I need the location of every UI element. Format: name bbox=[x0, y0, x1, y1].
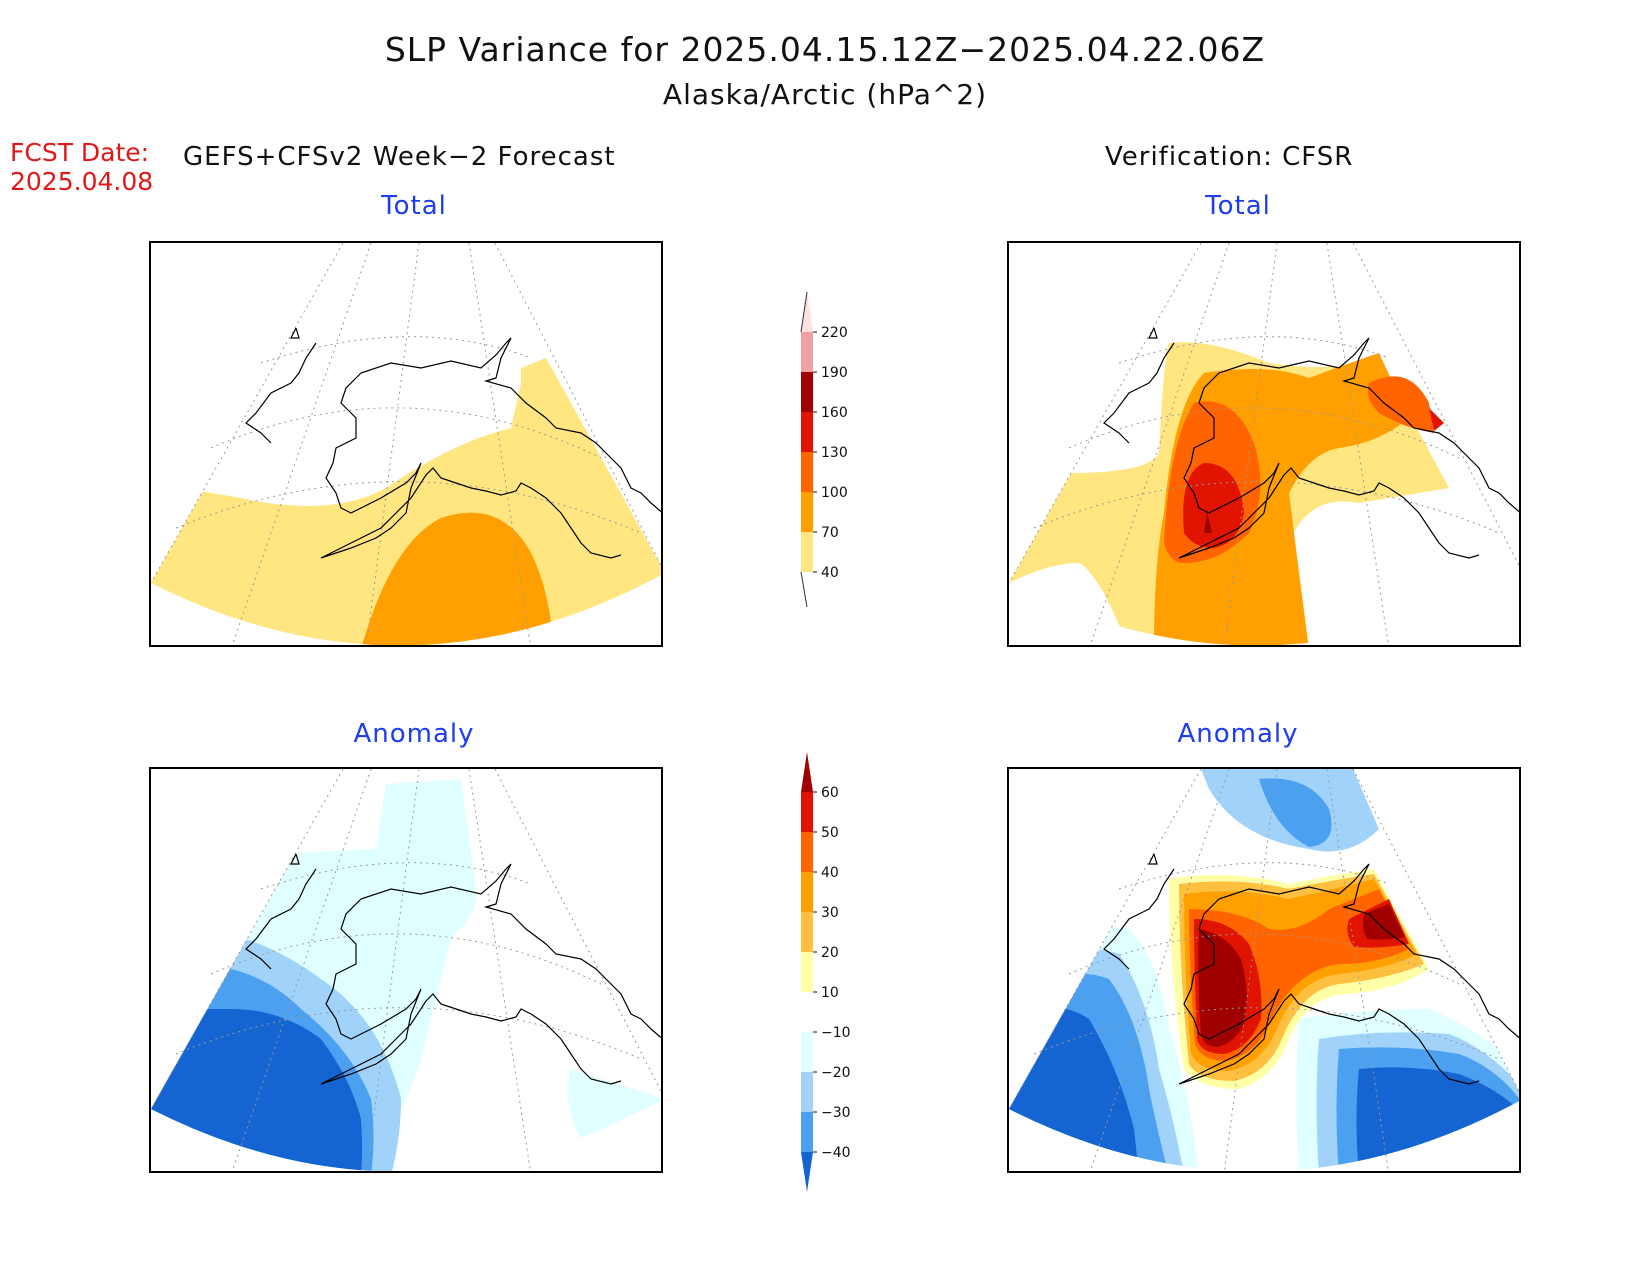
colorbar-total-outline bbox=[800, 291, 808, 608]
colorbar-total-label: 70 bbox=[821, 525, 839, 541]
colorbar-anomaly-label: 30 bbox=[821, 905, 839, 921]
contour-fill bbox=[151, 779, 661, 1171]
map-panel-forecast-anomaly bbox=[149, 767, 663, 1173]
colorbar-anomaly-label: −20 bbox=[821, 1065, 851, 1081]
contour-fill bbox=[1009, 769, 1519, 1171]
colorbar-total-bin bbox=[801, 332, 813, 372]
colorbar-anomaly-label: 40 bbox=[821, 865, 839, 881]
map-panel-verification-anomaly bbox=[1007, 767, 1521, 1173]
colorbar-total-bin bbox=[801, 452, 813, 492]
colorbar-anomaly-label: −30 bbox=[821, 1105, 851, 1121]
colorbar-anomaly-bin bbox=[801, 1112, 813, 1152]
contour-fill bbox=[1009, 342, 1449, 645]
coastline bbox=[245, 853, 661, 1085]
fcst-date-label: FCST Date: bbox=[10, 138, 150, 167]
coastline bbox=[1103, 327, 1519, 559]
colorbar-anomaly-bin bbox=[801, 912, 813, 952]
colorbar-total-label: 100 bbox=[821, 485, 848, 501]
verification-column-header: Verification: CFSR bbox=[1105, 142, 1354, 172]
colorbar-total-bin bbox=[801, 412, 813, 452]
colorbar-anomaly-label: 60 bbox=[821, 785, 839, 801]
main-subtitle: Alaska/Arctic (hPa^2) bbox=[662, 78, 988, 111]
colorbar-total-bin bbox=[801, 492, 813, 532]
colorbar-total-bin bbox=[801, 532, 813, 572]
colorbar-total: 40 70 100 130 160 190 220 bbox=[795, 282, 885, 616]
graticule bbox=[151, 243, 661, 645]
colorbar-anomaly-bin bbox=[801, 992, 813, 1032]
colorbar-anomaly-label: 20 bbox=[821, 945, 839, 961]
colorbar-total-label: 190 bbox=[821, 365, 848, 381]
colorbar-anomaly: 60 50 40 30 20 10 −10 −20 −30 −40 bbox=[795, 752, 885, 1206]
panel-title-verif-total: Total bbox=[1205, 191, 1271, 221]
colorbar-total-bin bbox=[801, 372, 813, 412]
map-panel-verification-total bbox=[1007, 241, 1521, 647]
colorbar-anomaly-bin bbox=[801, 832, 813, 872]
graticule bbox=[1009, 243, 1519, 645]
graticule bbox=[1009, 769, 1519, 1171]
colorbar-total-label: 40 bbox=[821, 565, 839, 581]
coastline bbox=[1103, 853, 1519, 1085]
colorbar-total-label: 130 bbox=[821, 445, 848, 461]
colorbar-anomaly-bin bbox=[801, 792, 813, 832]
fcst-date-value: 2025.04.08 bbox=[10, 167, 154, 196]
map-panel-forecast-total bbox=[149, 241, 663, 647]
colorbar-anomaly-upper-extension bbox=[801, 752, 813, 792]
coastline bbox=[245, 327, 661, 559]
colorbar-anomaly-label: −40 bbox=[821, 1145, 851, 1161]
colorbar-anomaly-lower-extension bbox=[801, 1152, 813, 1192]
forecast-column-header: GEFS+CFSv2 Week−2 Forecast bbox=[183, 142, 616, 172]
colorbar-anomaly-bin bbox=[801, 952, 813, 992]
colorbar-anomaly-label: −10 bbox=[821, 1025, 851, 1041]
colorbar-total-label: 220 bbox=[821, 325, 848, 341]
colorbar-anomaly-bin bbox=[801, 1032, 813, 1072]
colorbar-anomaly-bin bbox=[801, 872, 813, 912]
colorbar-anomaly-bin bbox=[801, 1072, 813, 1112]
colorbar-total-lower-extension bbox=[801, 572, 813, 607]
colorbar-anomaly-label: 10 bbox=[821, 985, 839, 1001]
panel-title-fcst-anomaly: Anomaly bbox=[353, 719, 475, 749]
main-title: SLP Variance for 2025.04.15.12Z−2025.04.… bbox=[384, 30, 1266, 69]
panel-title-verif-anomaly: Anomaly bbox=[1177, 719, 1299, 749]
colorbar-total-upper-extension bbox=[801, 292, 813, 332]
graticule bbox=[151, 769, 661, 1171]
colorbar-anomaly-label: 50 bbox=[821, 825, 839, 841]
colorbar-total-label: 160 bbox=[821, 405, 848, 421]
panel-title-fcst-total: Total bbox=[381, 191, 447, 221]
